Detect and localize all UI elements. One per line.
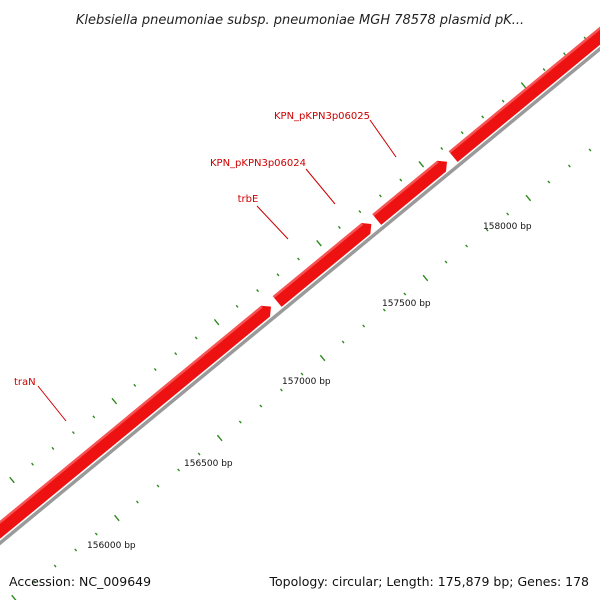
genome-summary-text: Topology: circular; Length: 175,879 bp; …: [269, 574, 590, 589]
outer-minor-tick: [71, 431, 75, 435]
inner-minor-tick: [33, 580, 37, 584]
inner-minor-tick: [588, 148, 592, 152]
outer-minor-tick: [542, 68, 546, 72]
inner-minor-tick: [506, 212, 510, 216]
outer-major-tick: [418, 161, 425, 168]
inner-minor-tick: [135, 500, 139, 504]
gene-arrow-tran[interactable]: [0, 305, 271, 544]
outer-major-tick: [9, 476, 15, 484]
outer-minor-tick: [297, 257, 300, 261]
outer-minor-tick: [337, 225, 341, 229]
gene-labels: traN trbE KPN_pKPN3p06024 KPN_pKPN3p0602…: [14, 111, 397, 422]
outer-tick-marks: [9, 36, 587, 484]
outer-major-tick: [520, 82, 527, 89]
outer-minor-tick: [460, 131, 464, 135]
outer-major-tick: [316, 239, 322, 247]
gene-label-trbe[interactable]: trbE: [238, 194, 259, 205]
inner-minor-tick: [444, 260, 448, 264]
inner-minor-tick: [74, 548, 78, 552]
map-title: Klebsiella pneumoniae subsp. pneumoniae …: [76, 13, 524, 28]
outer-major-tick: [213, 318, 220, 326]
inner-minor-tick: [362, 324, 366, 328]
outer-minor-tick: [440, 146, 444, 151]
gene-label-leader-tran: [37, 385, 67, 422]
gene-arrows: [0, 0, 600, 544]
inner-minor-tick: [341, 340, 345, 344]
inner-minor-tick: [238, 420, 242, 424]
outer-minor-tick: [256, 289, 260, 293]
gene-label-kpn-pkpn3p06024[interactable]: KPN_pKPN3p06024: [210, 158, 306, 169]
inner-minor-tick: [382, 308, 386, 312]
outer-minor-tick: [276, 273, 280, 277]
inner-minor-tick: [547, 180, 551, 184]
scale-label-158000: 158000 bp: [483, 222, 532, 232]
gene-arrow-trbe[interactable]: [272, 223, 372, 307]
inner-minor-tick: [156, 484, 160, 488]
dna-backbone-line: [0, 46, 600, 546]
inner-tick-marks: [11, 148, 592, 600]
outer-minor-tick: [358, 210, 362, 214]
outer-minor-tick: [31, 462, 34, 466]
gene-label-tran[interactable]: traN: [14, 377, 36, 388]
inner-minor-tick: [279, 388, 283, 392]
inner-major-tick: [525, 194, 532, 202]
accession-text: Accession: NC_009649: [9, 574, 151, 589]
gene-arrow-kpn-pkpn3p06024[interactable]: [372, 160, 447, 225]
gene-label-leader-trbe: [256, 205, 289, 240]
inner-minor-tick: [465, 244, 469, 248]
inner-major-tick: [114, 514, 120, 522]
inner-major-tick: [319, 354, 326, 362]
outer-minor-tick: [501, 99, 505, 103]
inner-minor-tick: [403, 292, 407, 296]
scale-label-156500: 156500 bp: [184, 459, 233, 469]
gene-arrow-kpn-pkpn3p06025[interactable]: [448, 0, 600, 162]
gene-label-leader-kpn06025: [369, 119, 397, 158]
outer-minor-tick: [153, 367, 157, 372]
gene-label-kpn-pkpn3p06025[interactable]: KPN_pKPN3p06025: [274, 111, 370, 122]
inner-minor-tick: [177, 468, 181, 472]
inner-major-tick: [11, 594, 17, 600]
scale-label-156000: 156000 bp: [87, 541, 136, 551]
inner-minor-tick: [197, 452, 201, 456]
outer-minor-tick: [51, 446, 55, 450]
inner-major-tick: [216, 434, 223, 442]
inner-minor-tick: [53, 564, 57, 568]
outer-minor-tick: [194, 336, 198, 340]
inner-minor-tick: [259, 404, 263, 408]
outer-minor-tick: [174, 352, 178, 356]
inner-minor-tick: [485, 228, 489, 232]
outer-minor-tick: [563, 52, 566, 56]
outer-minor-tick: [235, 304, 239, 308]
scale-label-157000: 157000 bp: [282, 377, 331, 387]
outer-minor-tick: [378, 194, 382, 198]
inner-major-tick: [422, 274, 429, 282]
inner-minor-tick: [94, 532, 98, 536]
outer-minor-tick: [133, 383, 137, 387]
scale-labels: 156000 bp 156500 bp 157000 bp 157500 bp …: [87, 222, 532, 551]
outer-minor-tick: [92, 415, 96, 419]
inner-minor-tick: [567, 164, 571, 168]
outer-minor-tick: [481, 115, 485, 119]
outer-minor-tick: [399, 178, 403, 182]
outer-major-tick: [111, 397, 118, 405]
inner-minor-tick: [300, 372, 304, 376]
scale-label-157500: 157500 bp: [382, 299, 431, 309]
gene-label-leader-kpn06024: [305, 168, 336, 205]
